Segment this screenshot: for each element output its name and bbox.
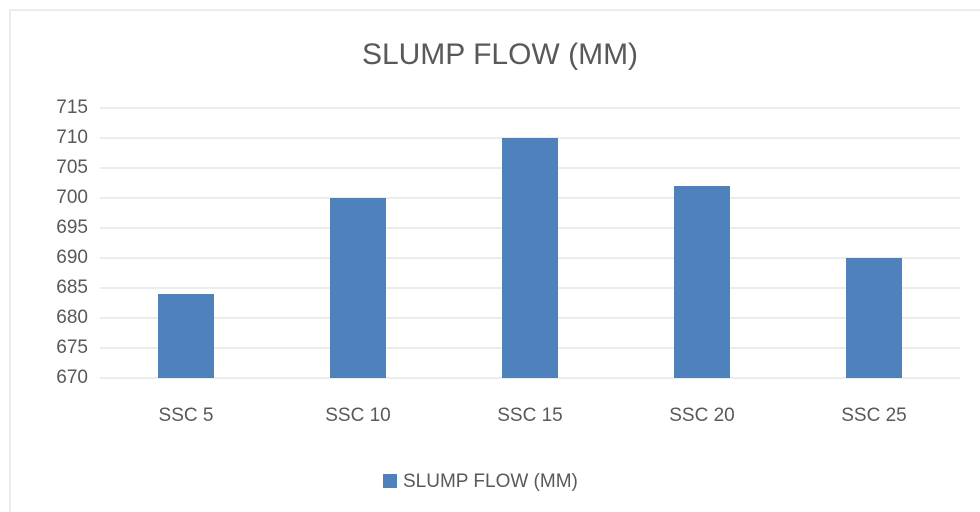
x-tick-label: SSC 10 [325, 405, 390, 426]
x-tick-label: SSC 5 [159, 405, 214, 426]
y-tick-label: 690 [56, 247, 88, 268]
x-tick-label: SSC 15 [497, 405, 562, 426]
x-tick-label: SSC 20 [669, 405, 734, 426]
y-tick-label: 715 [56, 97, 88, 118]
y-tick-label: 700 [56, 187, 88, 208]
y-tick-label: 695 [56, 217, 88, 238]
y-tick-label: 675 [56, 337, 88, 358]
chart-frame [9, 9, 980, 512]
y-tick-label: 705 [56, 157, 88, 178]
bar [158, 294, 214, 378]
legend-swatch [383, 474, 397, 488]
y-tick-label: 685 [56, 277, 88, 298]
x-tick-label: SSC 25 [841, 405, 906, 426]
bar [502, 138, 558, 378]
legend-label: SLUMP FLOW (MM) [403, 471, 578, 492]
y-tick-label: 680 [56, 307, 88, 328]
bar [330, 198, 386, 378]
y-tick-label: 670 [56, 367, 88, 388]
y-tick-label: 710 [56, 127, 88, 148]
bar [846, 258, 902, 378]
chart-title: SLUMP FLOW (MM) [362, 38, 638, 71]
bar [674, 186, 730, 378]
